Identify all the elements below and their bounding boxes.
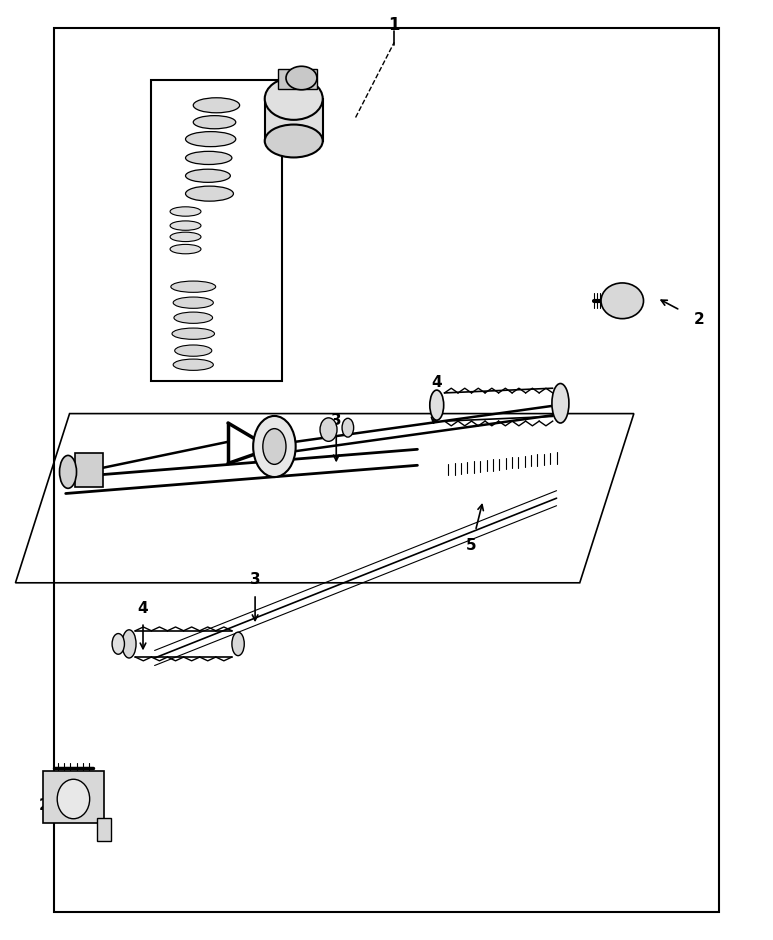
Ellipse shape xyxy=(173,297,213,308)
Polygon shape xyxy=(15,414,634,583)
Ellipse shape xyxy=(60,456,77,489)
Bar xyxy=(151,80,282,381)
Ellipse shape xyxy=(186,186,233,201)
Ellipse shape xyxy=(186,132,236,147)
Ellipse shape xyxy=(174,312,213,323)
Ellipse shape xyxy=(342,418,354,437)
Bar xyxy=(97,818,111,841)
Ellipse shape xyxy=(552,384,569,423)
Ellipse shape xyxy=(172,328,214,339)
Ellipse shape xyxy=(175,345,212,356)
Ellipse shape xyxy=(264,125,323,158)
Text: 3: 3 xyxy=(250,572,261,588)
Bar xyxy=(43,771,104,822)
Ellipse shape xyxy=(232,633,244,656)
Text: 1: 1 xyxy=(389,16,400,34)
Text: 4: 4 xyxy=(431,375,442,390)
Ellipse shape xyxy=(57,779,90,819)
Bar xyxy=(278,69,317,89)
Ellipse shape xyxy=(170,244,201,254)
Ellipse shape xyxy=(186,151,232,164)
Ellipse shape xyxy=(186,169,230,182)
Ellipse shape xyxy=(254,415,295,478)
Text: 3: 3 xyxy=(331,413,342,428)
Text: 5: 5 xyxy=(466,538,477,553)
Text: 6: 6 xyxy=(172,366,183,381)
Bar xyxy=(75,453,103,487)
Ellipse shape xyxy=(173,359,213,370)
Ellipse shape xyxy=(170,207,201,216)
Ellipse shape xyxy=(112,634,124,654)
Ellipse shape xyxy=(122,630,136,658)
Text: 2: 2 xyxy=(39,798,49,813)
Ellipse shape xyxy=(171,281,216,292)
Ellipse shape xyxy=(170,221,201,230)
Ellipse shape xyxy=(264,78,323,120)
Ellipse shape xyxy=(193,116,236,129)
Bar xyxy=(264,99,323,141)
Text: 2: 2 xyxy=(694,312,705,327)
Ellipse shape xyxy=(430,390,444,420)
Text: 4: 4 xyxy=(138,601,148,616)
Ellipse shape xyxy=(193,98,240,113)
Ellipse shape xyxy=(263,429,286,464)
Ellipse shape xyxy=(601,283,644,319)
Ellipse shape xyxy=(286,67,317,90)
Ellipse shape xyxy=(170,232,201,242)
Ellipse shape xyxy=(320,417,337,442)
Bar xyxy=(54,28,719,912)
